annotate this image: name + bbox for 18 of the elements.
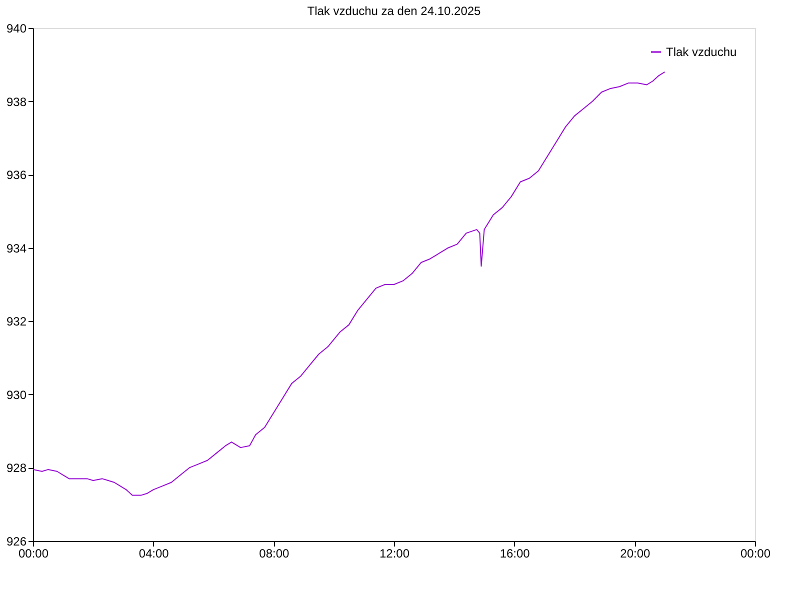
y-tick-label: 938 bbox=[6, 94, 27, 109]
x-tick-label: 12:00 bbox=[379, 546, 410, 560]
x-tick-label: 20:00 bbox=[620, 546, 651, 560]
line-series bbox=[32, 71, 666, 496]
y-tick-label: 940 bbox=[6, 22, 27, 36]
x-tick-label: 00:00 bbox=[740, 546, 771, 560]
x-tick-label: 08:00 bbox=[259, 546, 290, 560]
x-tick-label: 16:00 bbox=[500, 546, 530, 560]
legend-label: Tlak vzduchu bbox=[666, 45, 737, 59]
x-tick-label: 00:00 bbox=[18, 546, 49, 560]
y-tick-label: 926 bbox=[6, 534, 27, 548]
x-tick-label: 04:00 bbox=[138, 546, 170, 560]
y-tick-label: 930 bbox=[6, 388, 27, 402]
chart-title: Tlak vzduchu za den 24.10.2025 bbox=[307, 4, 482, 18]
y-tick-label: 932 bbox=[6, 314, 27, 329]
y-tick-label: 934 bbox=[6, 241, 27, 256]
y-tick-label: 936 bbox=[6, 168, 27, 182]
y-tick-label: 928 bbox=[6, 461, 27, 476]
